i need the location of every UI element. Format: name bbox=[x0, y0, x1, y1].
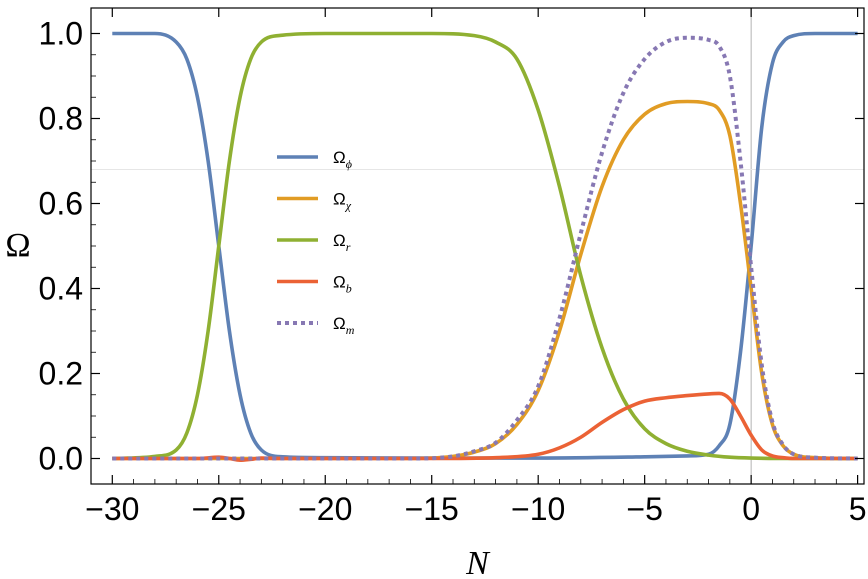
y-tick-label: 0.4 bbox=[39, 271, 83, 307]
y-axis-label: Ω bbox=[5, 227, 30, 264]
y-tick-label: 0.2 bbox=[39, 356, 83, 392]
legend-label-χ: Ωχ bbox=[333, 190, 352, 213]
x-tick-label: −15 bbox=[405, 491, 459, 527]
series-layer bbox=[112, 31, 858, 462]
x-tick-label: −5 bbox=[626, 491, 662, 527]
x-tick-label: −25 bbox=[192, 491, 246, 527]
legend: Ωϕ Ωχ Ωr Ωb Ωm bbox=[277, 148, 355, 337]
y-tick-label: 0.6 bbox=[39, 186, 83, 222]
ticks: −30 −25 −20 −15 −10 −5 0 5 0.0 0.2 0.4 0.6 0.8 1.0 bbox=[39, 8, 867, 527]
y-tick-label: 0.8 bbox=[39, 101, 83, 137]
x-tick-label: −10 bbox=[511, 491, 565, 527]
x-tick-label: −20 bbox=[298, 491, 352, 527]
legend-label-r: Ωr bbox=[333, 231, 351, 254]
y-tick-label: 0.0 bbox=[39, 441, 83, 477]
y-tick-label: 1.0 bbox=[39, 16, 83, 52]
series-line-m bbox=[112, 35, 858, 461]
x-tick-label: −30 bbox=[85, 491, 139, 527]
legend-label-b: Ωb bbox=[333, 273, 352, 296]
legend-label-m: Ωm bbox=[333, 314, 355, 337]
series-line-r bbox=[112, 31, 858, 461]
x-tick-label: 0 bbox=[742, 491, 760, 527]
x-tick-label: 5 bbox=[849, 491, 867, 527]
x-axis-label: N bbox=[465, 545, 491, 579]
legend-label-ϕ: Ωϕ bbox=[333, 148, 352, 171]
series-line-χ bbox=[112, 99, 858, 461]
